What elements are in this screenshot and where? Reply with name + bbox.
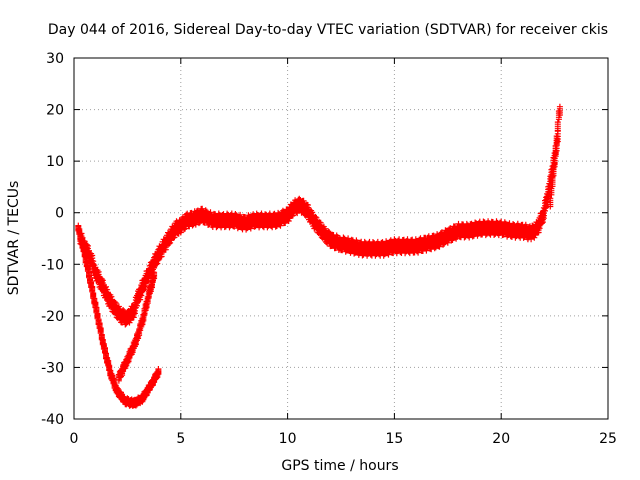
ticks xyxy=(73,57,609,420)
y-tick-label: 20 xyxy=(46,103,64,119)
y-tick-label: -30 xyxy=(41,360,64,376)
y-tick-label: 10 xyxy=(46,154,64,170)
x-axis-title: GPS time / hours xyxy=(281,458,398,474)
data-series xyxy=(115,269,158,384)
x-tick-label: 25 xyxy=(599,431,617,447)
data-points xyxy=(115,269,158,384)
y-tick-label: 30 xyxy=(46,51,64,67)
x-tick-label: 20 xyxy=(492,431,510,447)
y-tick-label: -10 xyxy=(41,257,64,273)
y-axis-title: SDTVAR / TECUs xyxy=(6,181,22,296)
x-tick-label: 10 xyxy=(279,431,297,447)
data-points xyxy=(75,222,162,409)
x-tick-label: 15 xyxy=(385,431,403,447)
data-layer xyxy=(75,103,563,409)
x-tick-label: 0 xyxy=(70,431,79,447)
chart-title: Day 044 of 2016, Sidereal Day-to-day VTE… xyxy=(48,22,608,38)
grid xyxy=(74,58,608,419)
data-series xyxy=(547,103,563,210)
y-tick-label: -40 xyxy=(41,412,64,428)
y-tick-labels: -40 -30 -20 -10 0 10 20 30 xyxy=(41,51,64,428)
x-tick-label: 5 xyxy=(176,431,185,447)
x-tick-labels: 0 5 10 15 20 25 xyxy=(70,431,617,447)
y-tick-label: 0 xyxy=(55,206,64,222)
data-points xyxy=(547,103,563,210)
plot-frame xyxy=(73,57,609,420)
y-tick-label: -20 xyxy=(41,309,64,325)
data-series xyxy=(75,222,162,409)
